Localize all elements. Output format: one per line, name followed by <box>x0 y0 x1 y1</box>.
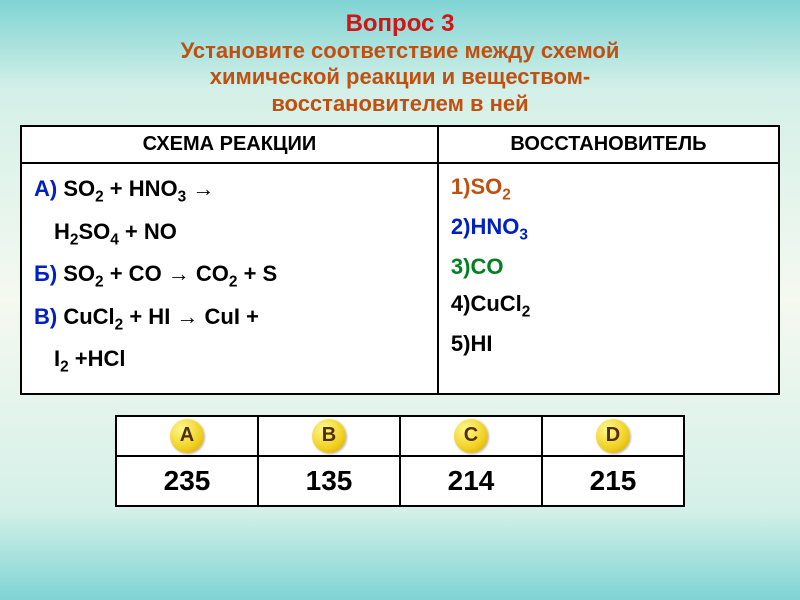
reaction-v-label: В) <box>34 304 57 329</box>
reaction-a-s2: 3 <box>178 189 187 206</box>
reaction-v-f2: + HI → CuI + <box>123 304 259 329</box>
reaction-b: Б) SO2 + CO → CO2 + S <box>34 257 425 294</box>
header-reducer: ВОССТАНОВИТЕЛЬ <box>438 126 779 163</box>
answer-label-b: B <box>312 419 346 453</box>
reaction-a-line1: А) SO2 + HNO3 → <box>34 172 425 209</box>
reducer-4: 4)CuCl2 <box>451 289 766 323</box>
answer-value-row: 235 135 214 215 <box>116 456 684 506</box>
reducer-1-text: SO <box>470 174 502 199</box>
reducer-5-num: 5) <box>451 331 471 356</box>
reaction-v-f1: CuCl <box>57 304 114 329</box>
reaction-a-arrow: → <box>186 176 214 201</box>
answer-value-d: 215 <box>542 456 684 506</box>
reducer-5-text: HI <box>470 331 492 356</box>
reducer-1: 1)SO2 <box>451 172 766 206</box>
answer-value-b: 135 <box>258 456 400 506</box>
question-text-line3: восстановителем в ней <box>20 91 780 117</box>
reducer-4-num: 4) <box>451 291 471 316</box>
answer-label-c: C <box>454 419 488 453</box>
reducer-5: 5)HI <box>451 329 766 360</box>
reducer-3-num: 3) <box>451 254 471 279</box>
reducer-4-sub: 2 <box>522 303 531 320</box>
reaction-a-line2: H2SO4 + NO <box>34 215 425 252</box>
reaction-a-l2-1: H <box>54 219 70 244</box>
answer-value-a: 235 <box>116 456 258 506</box>
main-table: СХЕМА РЕАКЦИИ ВОССТАНОВИТЕЛЬ А) SO2 + HN… <box>20 125 780 395</box>
reaction-a-s1: 2 <box>95 189 104 206</box>
reducer-3-text: CO <box>470 254 503 279</box>
reaction-v-line1: В) CuCl2 + HI → CuI + <box>34 300 425 337</box>
reaction-b-label: Б) <box>34 261 57 286</box>
reducer-2: 2)HNO3 <box>451 212 766 246</box>
answer-header-row: A B C D <box>116 416 684 456</box>
header-row: СХЕМА РЕАКЦИИ ВОССТАНОВИТЕЛЬ <box>21 126 779 163</box>
reactions-cell: А) SO2 + HNO3 → H2SO4 + NO Б) SO2 + CO →… <box>21 163 438 394</box>
reducer-2-num: 2) <box>451 214 471 239</box>
reaction-v-l2-s1: 2 <box>60 359 69 376</box>
question-text-line1: Установите соответствие между схемой <box>20 38 780 64</box>
question-number: Вопрос 3 <box>20 10 780 38</box>
reducer-2-sub: 3 <box>519 227 528 244</box>
reaction-v-l2-2: +HCl <box>69 346 126 371</box>
reaction-v-line2: I2 +HCl <box>34 342 425 379</box>
content-row: А) SO2 + HNO3 → H2SO4 + NO Б) SO2 + CO →… <box>21 163 779 394</box>
reducer-2-text: HNO <box>470 214 519 239</box>
content-container: Вопрос 3 Установите соответствие между с… <box>0 0 800 517</box>
reaction-a-l2-3: + NO <box>119 219 177 244</box>
reducer-1-sub: 2 <box>502 187 511 204</box>
reaction-a-f2: + HNO <box>104 176 178 201</box>
reaction-b-f1: SO <box>57 261 95 286</box>
reaction-a-label: А) <box>34 176 57 201</box>
title-section: Вопрос 3 Установите соответствие между с… <box>20 10 780 117</box>
reaction-a-l2-2: SO <box>78 219 110 244</box>
answer-label-b-cell: B <box>258 416 400 456</box>
reaction-v-s1: 2 <box>115 316 124 333</box>
answer-label-a: A <box>170 419 204 453</box>
reducer-3: 3)CO <box>451 252 766 283</box>
reaction-a-f1: SO <box>57 176 95 201</box>
question-text-line2: химической реакции и веществом- <box>20 64 780 90</box>
reducer-4-text: CuCl <box>470 291 521 316</box>
answer-label-d: D <box>596 419 630 453</box>
answer-label-d-cell: D <box>542 416 684 456</box>
answer-label-a-cell: A <box>116 416 258 456</box>
header-scheme: СХЕМА РЕАКЦИИ <box>21 126 438 163</box>
reducer-1-num: 1) <box>451 174 471 199</box>
reaction-b-s1: 2 <box>95 274 104 291</box>
answer-value-c: 214 <box>400 456 542 506</box>
answer-table: A B C D 235 135 214 215 <box>115 415 685 507</box>
reducers-cell: 1)SO2 2)HNO3 3)CO 4)CuCl2 5)HI <box>438 163 779 394</box>
reaction-b-f3: + S <box>237 261 277 286</box>
answer-label-c-cell: C <box>400 416 542 456</box>
reaction-a-l2-s2: 4 <box>110 231 119 248</box>
reaction-b-f2: + CO → CO <box>104 261 229 286</box>
